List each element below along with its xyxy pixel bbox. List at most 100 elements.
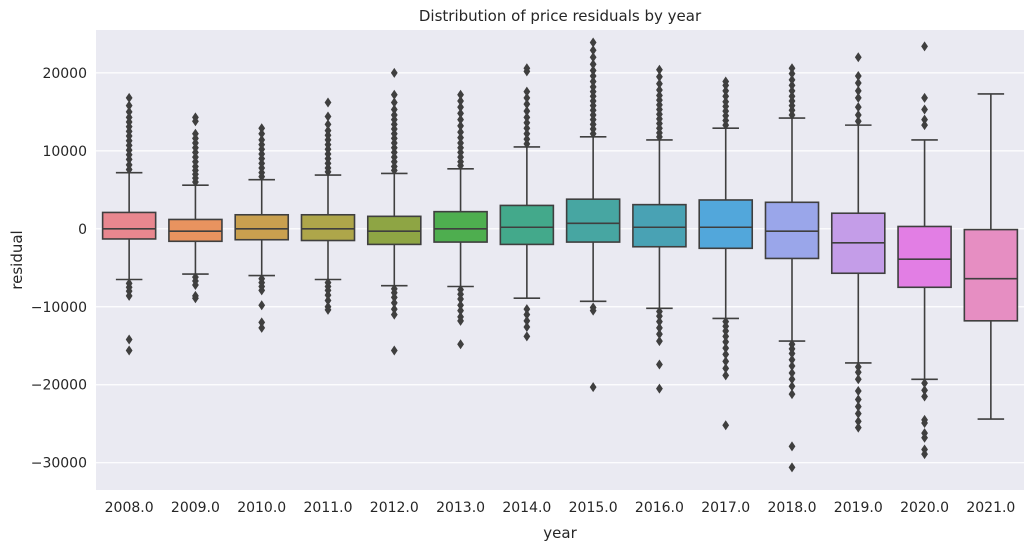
outlier-point — [854, 109, 862, 120]
outlier-point — [390, 304, 398, 315]
box-body — [698, 199, 754, 250]
x-tick-label: 2008.0 — [105, 500, 154, 516]
box-2010.0 — [234, 123, 290, 333]
outlier-point — [589, 59, 597, 70]
y-axis-label: residual — [8, 230, 26, 289]
outlier-point — [656, 85, 663, 96]
outlier-point — [788, 374, 796, 385]
x-tick-label: 2011.0 — [304, 500, 353, 516]
outlier-point — [788, 91, 796, 102]
x-tick-label: 2020.0 — [900, 500, 949, 516]
outlier-point — [523, 331, 531, 342]
box-body — [234, 213, 290, 241]
outlier-point — [656, 383, 663, 394]
box-body — [897, 225, 952, 289]
outlier-point — [722, 420, 730, 431]
outlier-point — [390, 89, 398, 100]
outlier-point — [192, 112, 199, 123]
y-tick-label: −20000 — [31, 378, 87, 394]
y-tick-label: 0 — [78, 222, 87, 238]
outlier-point — [390, 292, 398, 303]
outlier-point — [854, 71, 862, 81]
outlier-point — [390, 67, 398, 78]
outlier-point — [722, 370, 730, 381]
outlier-point — [589, 45, 597, 56]
outlier-point — [589, 65, 597, 76]
outlier-point — [656, 71, 663, 82]
outlier-point — [854, 385, 862, 396]
outlier-point — [457, 102, 464, 113]
outlier-point — [125, 290, 133, 301]
box-body — [632, 203, 687, 248]
box-2016.0 — [632, 64, 687, 394]
outlier-point — [589, 71, 597, 81]
outlier-point — [324, 119, 332, 130]
outlier-point — [854, 394, 862, 405]
outlier-point — [854, 367, 862, 378]
outlier-point — [722, 356, 730, 367]
outlier-point — [324, 111, 332, 122]
box-2015.0 — [565, 37, 621, 393]
outlier-point — [457, 89, 464, 100]
outlier-point — [125, 345, 133, 356]
outlier-point — [854, 102, 862, 113]
outlier-point — [656, 359, 663, 370]
box-2012.0 — [366, 67, 422, 356]
outlier-point — [523, 63, 531, 74]
outlier-point — [788, 85, 796, 96]
x-tick-label: 2012.0 — [370, 500, 419, 516]
outlier-point — [258, 134, 266, 145]
outlier-point — [523, 128, 531, 139]
outlier-point — [192, 293, 199, 304]
outlier-point — [523, 315, 531, 326]
outlier-point — [589, 305, 597, 316]
outlier-point — [192, 279, 199, 290]
outlier-point — [523, 123, 531, 134]
outlier-point — [457, 95, 464, 106]
outlier-point — [722, 85, 730, 96]
outlier-point — [390, 297, 398, 308]
x-tick-label: 2016.0 — [635, 500, 684, 516]
outlier-point — [523, 86, 531, 97]
outlier-point — [854, 401, 862, 412]
outlier-point — [854, 78, 862, 89]
outlier-point — [788, 368, 796, 379]
outlier-point — [722, 91, 730, 102]
outlier-point — [523, 117, 531, 128]
outlier-point — [192, 128, 199, 139]
box-2013.0 — [433, 89, 488, 350]
box-2008.0 — [101, 92, 157, 356]
outlier-point — [854, 408, 862, 419]
box-2018.0 — [764, 63, 820, 473]
outlier-point — [788, 74, 796, 85]
y-tick-label: −10000 — [31, 300, 87, 316]
outlier-point — [788, 68, 796, 79]
x-tick-label: 2018.0 — [768, 500, 817, 516]
outlier-point — [921, 432, 928, 443]
outlier-point — [457, 300, 464, 311]
outlier-point — [390, 104, 398, 115]
outlier-point — [788, 462, 796, 473]
outlier-point — [125, 100, 133, 111]
outlier-point — [854, 374, 862, 385]
outlier-point — [390, 309, 398, 320]
outlier-point — [324, 125, 332, 136]
outlier-point — [324, 295, 332, 306]
y-tick-label: 10000 — [42, 144, 87, 160]
outlier-point — [854, 416, 862, 427]
outlier-point — [722, 325, 730, 336]
chart-title: Distribution of price residuals by year — [419, 7, 702, 25]
outlier-point — [390, 345, 398, 356]
outlier-point — [722, 96, 730, 107]
outlier-point — [390, 97, 398, 108]
box-2011.0 — [300, 97, 356, 315]
outlier-point — [457, 127, 464, 138]
box-body — [963, 228, 1019, 322]
outlier-point — [854, 85, 862, 96]
outlier-point — [921, 378, 928, 389]
outlier-point — [788, 63, 796, 74]
outlier-point — [656, 322, 663, 333]
x-tick-label: 2013.0 — [436, 500, 485, 516]
box-body — [300, 213, 356, 242]
outlier-point — [921, 41, 928, 52]
